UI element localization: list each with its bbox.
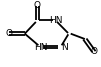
Text: N: N	[62, 43, 68, 52]
Text: HN: HN	[49, 16, 62, 25]
Text: O: O	[5, 29, 12, 38]
Text: O: O	[90, 47, 97, 56]
Text: HN: HN	[34, 43, 47, 52]
Text: O: O	[34, 1, 41, 10]
